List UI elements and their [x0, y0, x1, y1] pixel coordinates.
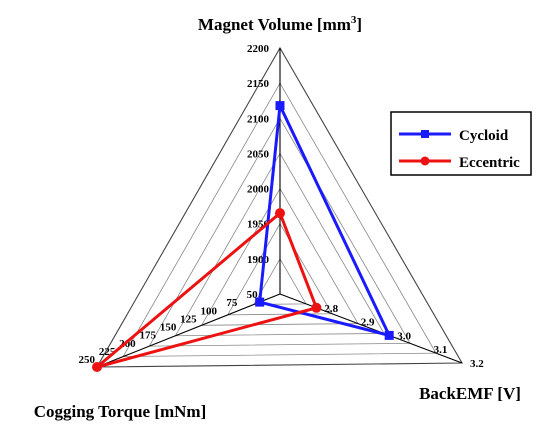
tick-label: 150 [160, 322, 177, 334]
tick-label: 200 [119, 338, 136, 350]
series-line-cycloid [258, 100, 392, 338]
tick-label: 250 [79, 354, 96, 366]
data-point-eccentric [92, 362, 102, 372]
grid-ring [200, 187, 359, 326]
data-point-eccentric [275, 208, 285, 219]
tick-label: 2000 [247, 184, 270, 196]
data-point-cycloid [384, 330, 394, 340]
tick-label: 3.0 [397, 330, 411, 342]
tick-label: 2150 [247, 78, 270, 90]
tick-label: 75 [226, 297, 238, 309]
legend-marker-cycloid [421, 130, 429, 138]
tick-labels: 19001950200020502100215022002.82.93.03.1… [79, 43, 485, 370]
tick-label: 125 [180, 313, 197, 325]
tick-label: 175 [140, 330, 157, 342]
grid-ring [148, 117, 411, 347]
tick-label: 100 [201, 305, 218, 317]
axis-spoke [96, 293, 281, 368]
tick-label: 2.9 [361, 317, 375, 329]
tick-label: 3.2 [470, 358, 484, 370]
tick-label: 2.8 [324, 303, 338, 315]
grid-ring [174, 152, 385, 337]
series-line-eccentric [96, 210, 319, 369]
tick-label: 2200 [247, 43, 270, 55]
tick-label: 3.1 [434, 344, 448, 356]
axis-title-magnet-volume: Magnet Volume [mm3] [198, 14, 362, 34]
grid-ring [227, 222, 333, 316]
legend-label-eccentric: Eccentric [459, 155, 520, 171]
grid-ring [253, 258, 307, 305]
grid-ring [96, 46, 463, 368]
data-point-cycloid [255, 297, 265, 307]
tick-label: 1900 [247, 254, 270, 266]
tick-label: 2050 [247, 148, 270, 160]
legend-box [390, 111, 532, 176]
grid-ring [122, 82, 437, 357]
legend: Cycloid Eccentric [390, 111, 532, 176]
axis-spoke [279, 293, 463, 364]
radar-grid [96, 46, 463, 368]
data-point-cycloid [275, 101, 285, 111]
axis-title-cogging-torque: Cogging Torque [mNm] [34, 402, 207, 421]
data-point-eccentric [311, 302, 322, 313]
series-layer [92, 100, 394, 372]
legend-label-cycloid: Cycloid [459, 128, 509, 144]
tick-label: 2100 [247, 113, 270, 125]
tick-label: 50 [247, 289, 259, 301]
legend-marker-eccentric [420, 156, 430, 166]
axis-title-backemf: BackEMF [V] [419, 384, 521, 403]
